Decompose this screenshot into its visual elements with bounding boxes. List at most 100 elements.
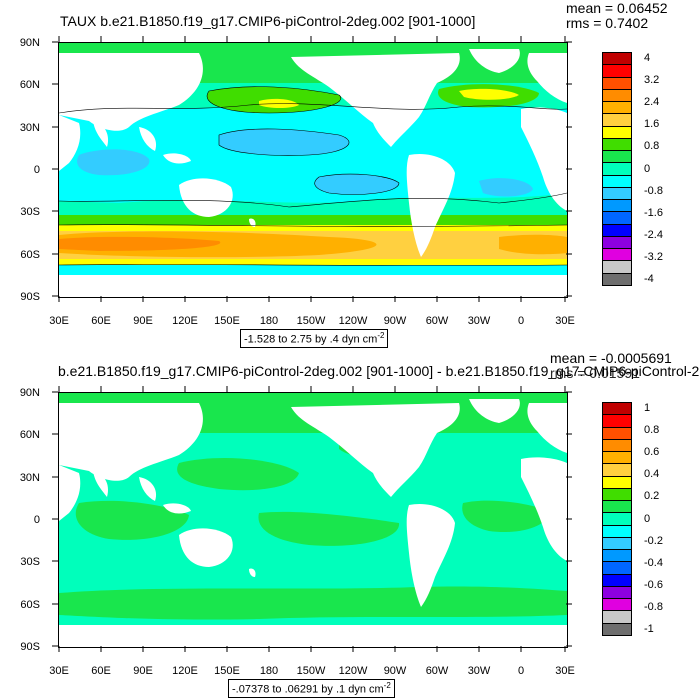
colorbar-label: 0.8 bbox=[644, 140, 660, 153]
lat-label: 30N bbox=[20, 472, 40, 484]
lon-label: 60W bbox=[426, 665, 449, 677]
lon-label: 180 bbox=[260, 665, 278, 677]
lat-label: 90S bbox=[20, 291, 40, 303]
lon-label: 90W bbox=[384, 665, 407, 677]
colorbar-label: -1.6 bbox=[644, 206, 663, 219]
stat-rms: rms = 0.7402 bbox=[566, 15, 649, 31]
lon-label: 90W bbox=[384, 315, 407, 327]
colorbar-swatch bbox=[602, 125, 632, 139]
map-panel-taux: TAUX b.e21.B1850.f19_g17.CMIP6-piControl… bbox=[20, 0, 668, 348]
lat-label: 0 bbox=[34, 514, 40, 526]
colorbar: 4 3.2 2.4 1.6 0.8 0 -0.8 -1.6 -2.4 -3.2 -4 bbox=[602, 52, 663, 286]
lon-label: 30E bbox=[555, 315, 575, 327]
colorbar-swatch bbox=[602, 248, 632, 262]
lon-ticks bbox=[58, 386, 566, 652]
lon-label: 180 bbox=[260, 315, 278, 327]
stat-rms: rms = 0.01591 bbox=[550, 365, 640, 381]
lon-labels: 30E 60E 90E 120E 150E 180 150W 120W 90W … bbox=[49, 665, 575, 677]
lon-label: 90E bbox=[133, 665, 153, 677]
lat-label: 30S bbox=[20, 556, 40, 568]
contour-info-exp: -2 bbox=[383, 681, 391, 690]
colorbar-swatch bbox=[602, 174, 632, 188]
colorbar-swatch bbox=[602, 223, 632, 237]
colorbar-swatch bbox=[602, 475, 632, 489]
colorbar-swatch bbox=[602, 186, 632, 201]
lat-labels: 90N 60N 30N 0 30S 60S 90S bbox=[20, 37, 40, 303]
stat-mean: mean = 0.06452 bbox=[566, 0, 668, 16]
lat-label: 90N bbox=[20, 387, 40, 399]
lon-label: 30E bbox=[49, 665, 69, 677]
lon-label: 90E bbox=[133, 315, 153, 327]
lat-label: 60N bbox=[20, 429, 40, 441]
colorbar-swatch bbox=[602, 451, 632, 465]
lon-label: 120E bbox=[172, 315, 198, 327]
lon-label: 60E bbox=[91, 315, 111, 327]
lon-label: 150W bbox=[297, 665, 326, 677]
map-title: b.e21.B1850.f19_g17.CMIP6-piControl-2deg… bbox=[58, 363, 700, 379]
map-title: TAUX b.e21.B1850.f19_g17.CMIP6-piControl… bbox=[60, 13, 476, 29]
lat-label: 90S bbox=[20, 641, 40, 653]
lon-label: 30W bbox=[468, 665, 491, 677]
lat-labels: 90N 60N 30N 0 30S 60S 90S bbox=[20, 387, 40, 653]
colorbar-swatch bbox=[602, 487, 632, 502]
colorbar-label: -3.2 bbox=[644, 250, 663, 263]
lon-label: 0 bbox=[518, 665, 524, 677]
colorbar-swatch bbox=[602, 76, 632, 90]
colorbar-label: -0.2 bbox=[644, 534, 663, 547]
stat-mean: mean = -0.0005691 bbox=[550, 350, 672, 366]
colorbar-swatch bbox=[602, 463, 632, 477]
colorbar-swatch bbox=[602, 549, 632, 563]
colorbar-swatch bbox=[602, 260, 632, 274]
colorbar-swatch bbox=[602, 524, 632, 538]
lon-labels: 30E 60E 90E 120E 150E 180 150W 120W 90W … bbox=[49, 315, 575, 327]
colorbar-swatch bbox=[602, 137, 632, 152]
colorbar-swatch bbox=[602, 610, 632, 624]
lat-ticks bbox=[52, 41, 572, 297]
lat-label: 60N bbox=[20, 79, 40, 91]
colorbar-label: 0.8 bbox=[644, 424, 660, 437]
map-plot bbox=[58, 42, 568, 298]
lat-label: 30N bbox=[20, 122, 40, 134]
colorbar-swatch bbox=[602, 561, 632, 575]
colorbar-label: 2.4 bbox=[644, 96, 660, 109]
lon-label: 120W bbox=[339, 315, 368, 327]
lon-label: 150E bbox=[214, 665, 240, 677]
lon-label: 30E bbox=[49, 315, 69, 327]
colorbar-label: -0.4 bbox=[644, 556, 663, 569]
colorbar-label: 1.6 bbox=[644, 118, 660, 131]
lon-label: 120E bbox=[172, 665, 198, 677]
map-axes: 90N 60N 30N 0 30S 60S 90S 30E 60E 90E 12… bbox=[20, 36, 575, 327]
lat-label: 90N bbox=[20, 37, 40, 49]
colorbar-swatch bbox=[602, 150, 632, 164]
colorbar-swatch bbox=[602, 64, 632, 78]
colorbar-label: 3.2 bbox=[644, 74, 660, 87]
colorbar-label: 4 bbox=[644, 52, 651, 65]
colorbar-swatch bbox=[602, 162, 632, 176]
contour-info-box: -.07378 to .06291 by .1 dyn cm-2 bbox=[228, 679, 395, 698]
colorbar-label: 0.4 bbox=[644, 468, 660, 481]
colorbar-label: 0.2 bbox=[644, 490, 660, 503]
map-axes: 90N 60N 30N 0 30S 60S 90S 30E 60E 90E 12… bbox=[20, 386, 575, 677]
colorbar-swatch bbox=[602, 52, 632, 66]
colorbar-label: 0 bbox=[644, 162, 651, 175]
colorbar-swatch bbox=[602, 598, 632, 612]
colorbar-swatch bbox=[602, 272, 632, 286]
colorbar-swatch bbox=[602, 113, 632, 127]
colorbar-label: -0.6 bbox=[644, 578, 663, 591]
lon-label: 150W bbox=[297, 315, 326, 327]
map-panel-difference: b.e21.B1850.f19_g17.CMIP6-piControl-2deg… bbox=[0, 350, 700, 700]
lon-label: 60E bbox=[91, 665, 111, 677]
colorbar-swatch bbox=[602, 88, 632, 103]
colorbar-label: -0.8 bbox=[644, 600, 663, 613]
lat-label: 60S bbox=[20, 249, 40, 261]
colorbar-swatch bbox=[602, 101, 632, 115]
lon-label: 120W bbox=[339, 665, 368, 677]
colorbar-swatch bbox=[602, 573, 632, 587]
colorbar: 1 0.8 0.6 0.4 0.2 0 -0.2 -0.4 -0.6 -0.8 -1 bbox=[602, 402, 663, 636]
colorbar-label: 0 bbox=[644, 512, 651, 525]
colorbar-swatch bbox=[602, 199, 632, 213]
colorbar-label: 1 bbox=[644, 402, 651, 415]
difference-field bbox=[59, 393, 567, 647]
colorbar-swatch bbox=[602, 211, 632, 225]
map-plot bbox=[58, 392, 568, 648]
